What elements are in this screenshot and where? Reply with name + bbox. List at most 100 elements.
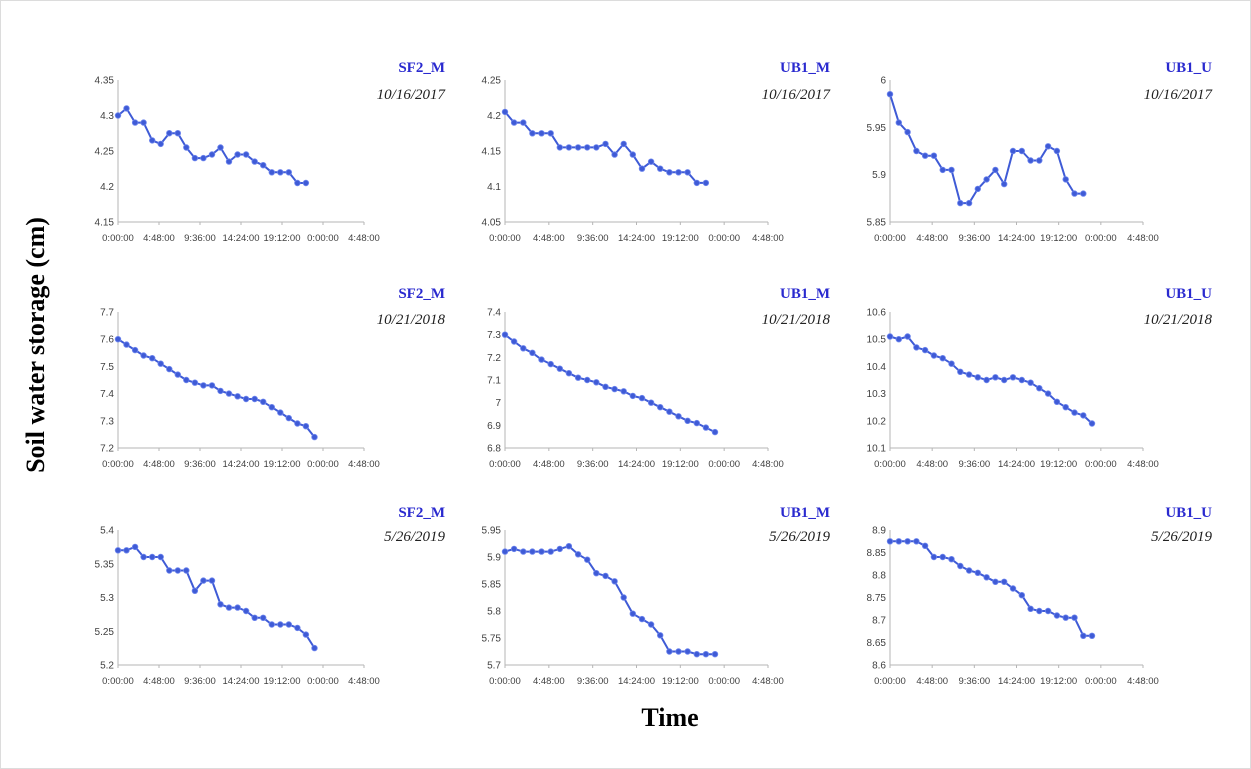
data-point (191, 587, 199, 594)
x-tick-label: 4:48:00 (348, 459, 380, 470)
data-point (520, 119, 527, 126)
y-tick-label: 7.4 (487, 308, 501, 319)
data-point (260, 398, 267, 405)
data-point (693, 179, 700, 187)
data-point (1080, 632, 1087, 639)
data-point (166, 567, 173, 574)
data-point (538, 548, 545, 555)
x-tick-label: 14:24:00 (998, 676, 1035, 687)
data-point (886, 90, 894, 98)
panel-date: 5/26/2019 (769, 529, 830, 545)
x-tick-label: 4:48:00 (916, 233, 948, 244)
y-tick-label: 6 (880, 76, 886, 87)
data-point (148, 553, 156, 561)
data-point (114, 547, 122, 554)
data-point (302, 423, 310, 430)
data-point (565, 144, 573, 151)
series-line (889, 93, 1084, 205)
data-point (1062, 404, 1069, 411)
y-tick-label: 4.25 (482, 76, 502, 87)
data-point (183, 567, 190, 574)
data-point (1044, 607, 1052, 615)
panel-title: UB1_U (1165, 505, 1212, 521)
data-point (520, 345, 527, 352)
x-tick-label: 4:48:00 (348, 676, 380, 687)
data-point (277, 409, 284, 416)
y-axis-title-wrap: Soil water storage (cm) (16, 130, 56, 560)
x-tick-label: 4:48:00 (143, 676, 175, 687)
data-point (1027, 157, 1034, 164)
data-point (1062, 176, 1069, 183)
x-tick-label: 9:36:00 (577, 676, 609, 687)
chart-panel-5: 6.8 6.9 7 7.1 7.2 7.3 7.4 0:00:00 4:48:00 9:36:00… (487, 286, 830, 470)
chart-panel-4: 7.2 7.3 7.4 7.5 7.6 7.7 0:00:00 4:48:00 9:36:00 1… (100, 286, 445, 470)
panel-date: 10/16/2017 (762, 87, 832, 103)
x-tick-label: 9:36:00 (958, 676, 990, 687)
data-point (957, 199, 964, 207)
data-point (629, 392, 636, 400)
data-point (602, 572, 609, 580)
x-tick-label: 14:24:00 (223, 233, 260, 244)
data-point (921, 542, 929, 549)
data-point (702, 424, 710, 431)
data-point (702, 651, 710, 658)
panel-title: UB1_U (1165, 286, 1212, 302)
x-tick-label: 4:48:00 (533, 459, 565, 470)
data-point (921, 152, 929, 159)
x-tick-label: 0:00:00 (102, 459, 134, 470)
data-point (992, 374, 999, 381)
y-tick-label: 7.1 (487, 376, 501, 387)
data-point (148, 137, 156, 144)
x-tick-label: 0:00:00 (708, 459, 740, 470)
y-tick-label: 8.6 (872, 661, 886, 672)
data-point (140, 352, 147, 359)
data-point (904, 333, 911, 340)
data-point (675, 648, 682, 655)
data-point (294, 179, 301, 187)
data-point (965, 199, 973, 207)
x-tick-label: 9:36:00 (958, 459, 990, 470)
data-point (574, 551, 582, 558)
y-tick-label: 7.2 (100, 444, 114, 455)
x-tick-label: 0:00:00 (102, 233, 134, 244)
data-point (702, 179, 710, 187)
data-point (510, 119, 518, 126)
data-point (957, 368, 964, 375)
data-point (191, 379, 199, 386)
panel-title: UB1_M (780, 60, 830, 76)
data-point (268, 621, 275, 628)
y-tick-label: 10.1 (867, 444, 887, 455)
data-point (886, 538, 894, 545)
data-point (904, 538, 911, 545)
data-point (1071, 614, 1078, 621)
y-tick-label: 7.4 (100, 389, 114, 400)
x-tick-label: 0:00:00 (489, 676, 521, 687)
data-point (983, 376, 990, 384)
data-point (302, 631, 310, 638)
data-point (217, 144, 224, 151)
data-point (574, 374, 582, 381)
data-point (895, 538, 902, 545)
x-tick-label: 0:00:00 (1085, 459, 1117, 470)
x-tick-label: 19:12:00 (264, 459, 301, 470)
y-tick-label: 8.75 (867, 593, 887, 604)
data-point (930, 352, 938, 359)
data-point (693, 651, 700, 658)
data-point (157, 360, 164, 367)
data-point (983, 574, 990, 581)
y-tick-label: 8.65 (867, 638, 887, 649)
data-point (251, 395, 258, 403)
data-point (225, 158, 233, 165)
panel-date: 10/16/2017 (377, 87, 447, 103)
series-line (889, 335, 1093, 425)
data-point (629, 610, 636, 617)
x-tick-label: 9:36:00 (577, 459, 609, 470)
data-point (1036, 607, 1043, 615)
x-tick-label: 0:00:00 (307, 676, 339, 687)
data-point (1071, 190, 1078, 197)
data-point (666, 169, 673, 176)
data-point (242, 151, 250, 158)
x-tick-label: 19:12:00 (662, 233, 699, 244)
x-tick-label: 9:36:00 (184, 676, 216, 687)
data-point (242, 395, 250, 403)
